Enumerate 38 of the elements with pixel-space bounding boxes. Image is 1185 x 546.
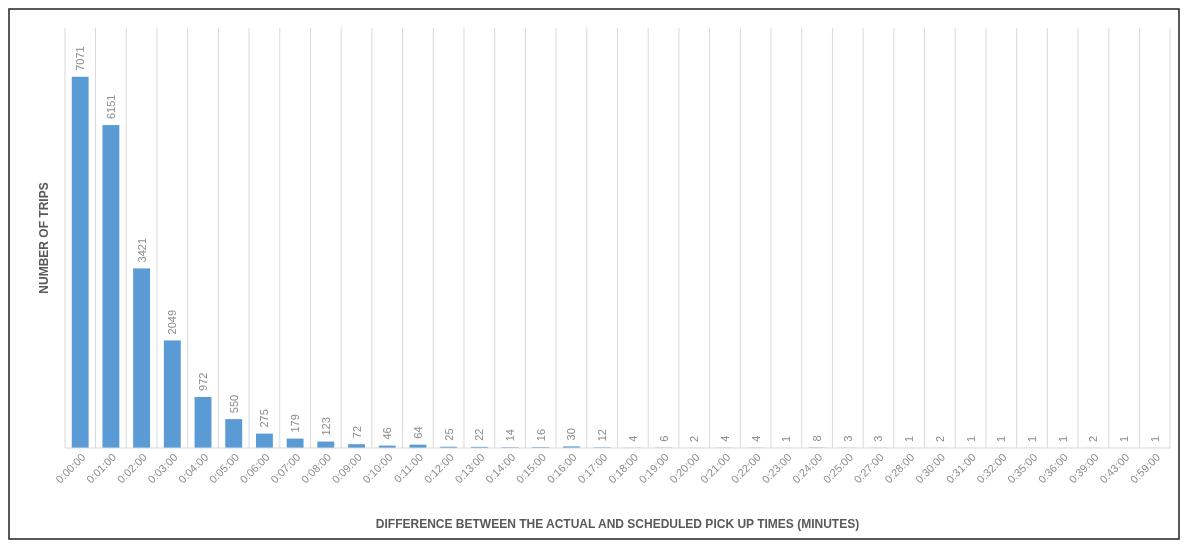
data-label: 972	[197, 372, 210, 391]
data-label: 2	[933, 435, 946, 442]
data-label: 6151	[104, 94, 117, 120]
data-label: 2	[1087, 435, 1100, 442]
data-label: 275	[258, 409, 271, 428]
data-label: 179	[289, 414, 302, 433]
data-label: 3	[841, 435, 854, 442]
data-label: 1	[1056, 435, 1069, 442]
data-label: 4	[718, 435, 731, 442]
data-label: 123	[319, 417, 332, 436]
data-label: 30	[565, 428, 578, 441]
data-label: 1	[995, 435, 1008, 442]
data-label: 550	[227, 394, 240, 414]
data-label: 7071	[74, 46, 87, 71]
data-label: 14	[504, 429, 517, 442]
data-label: 8	[811, 435, 824, 442]
data-label: 4	[626, 435, 639, 442]
data-label: 12	[596, 429, 609, 442]
data-label: 3	[872, 435, 885, 442]
data-label: 46	[381, 427, 394, 440]
data-label: 1	[780, 435, 793, 442]
data-label: 6	[657, 435, 670, 442]
data-label: 1	[1025, 435, 1038, 442]
x-axis-title: DIFFERENCE BETWEEN THE ACTUAL AND SCHEDULED PICK UP TIMES (MINUTES)	[375, 517, 860, 531]
data-label: 1	[964, 435, 977, 442]
data-label: 1	[1148, 435, 1161, 442]
data-label: 3421	[135, 237, 148, 263]
data-label: 16	[534, 428, 547, 442]
data-label: 25	[442, 428, 455, 441]
y-axis-title: NUMBER OF TRIPS	[37, 182, 51, 294]
data-label: 2	[688, 435, 701, 442]
data-label: 22	[473, 428, 486, 441]
data-label: 4	[749, 435, 762, 442]
data-label: 72	[350, 425, 363, 439]
data-label: 1	[1118, 435, 1131, 442]
data-label: 1	[903, 435, 916, 442]
data-label: 2049	[166, 309, 179, 335]
data-label: 64	[411, 426, 424, 439]
